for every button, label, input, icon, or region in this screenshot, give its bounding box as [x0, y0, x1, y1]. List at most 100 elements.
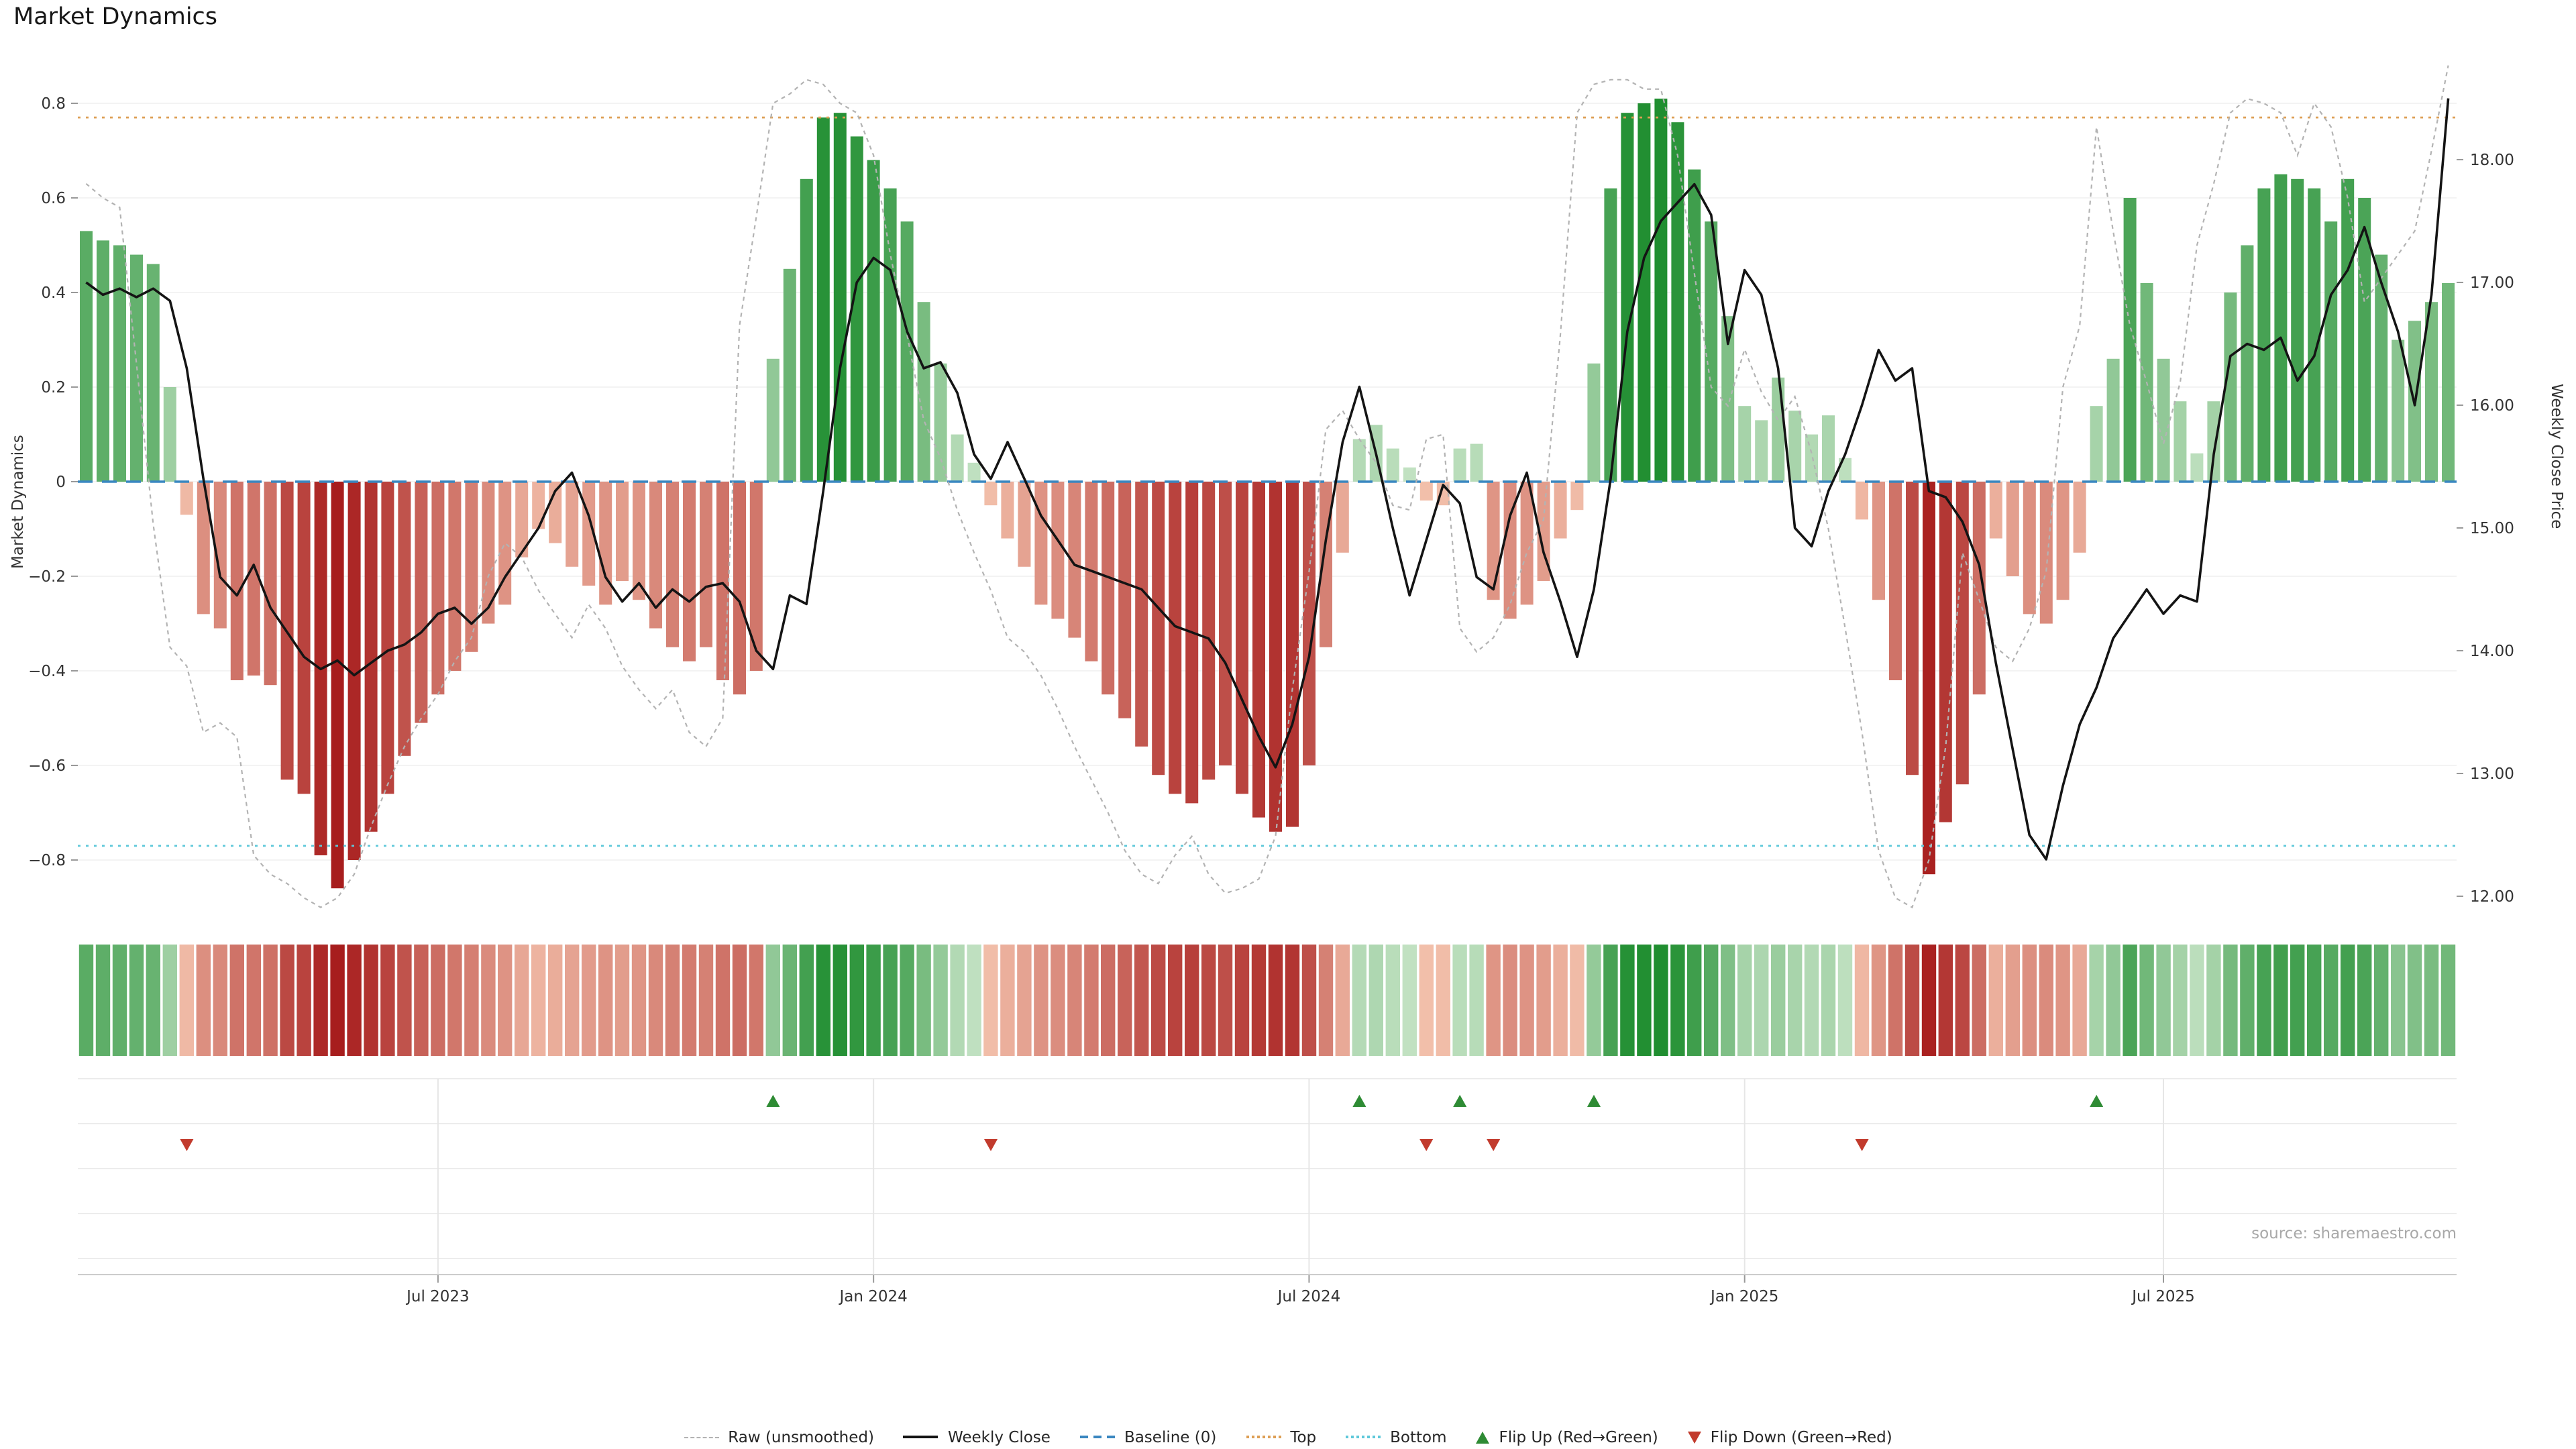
dynamics-bar [364, 482, 378, 832]
dynamics-bar [1102, 482, 1115, 695]
page-title: Market Dynamics [13, 4, 218, 31]
dynamics-bar [1554, 482, 1567, 539]
heatmap-cell [2357, 945, 2372, 1056]
dynamics-bar [398, 482, 411, 756]
heatmap-cell [849, 945, 864, 1056]
heatmap-cell [1704, 945, 1719, 1056]
dynamics-bar [197, 482, 210, 614]
heatmap-cell [1352, 945, 1366, 1056]
heatmap-cell [1084, 945, 1099, 1056]
dynamics-bar [666, 482, 679, 647]
dynamics-bar [1503, 482, 1517, 619]
dynamics-bar [633, 482, 645, 600]
heatmap-cell [2307, 945, 2322, 1056]
heatmap-cell [1972, 945, 1986, 1056]
dynamics-bar [917, 302, 930, 482]
dynamics-bar [2207, 401, 2220, 482]
dynamics-bar [1252, 482, 1265, 818]
dynamics-bar [1772, 377, 1785, 482]
heatmap-cell [565, 945, 580, 1056]
heatmap-cell [883, 945, 898, 1056]
heatmap-cell [916, 945, 931, 1056]
legend-label: Flip Up (Red→Green) [1499, 1428, 1658, 1446]
heatmap-cell [1469, 945, 1484, 1056]
heatmap-cell [2290, 945, 2305, 1056]
legend-item-raw: Raw (unsmoothed) [684, 1428, 874, 1446]
dynamics-bar [1219, 482, 1232, 765]
dynamics-bar [883, 188, 897, 482]
heatmap-cell [665, 945, 680, 1056]
dynamics-bar [900, 221, 914, 482]
flip-down-triangle-icon [1687, 1431, 1701, 1443]
heatmap-cell [1503, 945, 1517, 1056]
heatmap-cell [2123, 945, 2137, 1056]
dynamics-bar [2157, 358, 2170, 482]
dynamics-bar [1487, 482, 1500, 600]
heatmap-cell [481, 945, 496, 1056]
heatmap-cell [582, 945, 596, 1056]
dynamics-bar [766, 358, 780, 482]
dynamics-bar [97, 240, 109, 482]
heatmap-cell [1486, 945, 1501, 1056]
heatmap-cell [866, 945, 881, 1056]
heatmap-cell [78, 945, 94, 1056]
heatmap-cell [162, 945, 177, 1056]
heatmap-cell [983, 945, 998, 1056]
heatmap-cell [816, 945, 830, 1056]
flip-up-marker [766, 1095, 780, 1107]
heatmap-cell [330, 945, 345, 1056]
dynamics-bar [833, 113, 847, 482]
heatmap-cell [2424, 945, 2439, 1056]
dynamics-bar [850, 136, 863, 482]
heatmap-cell [213, 945, 227, 1056]
heatmap-cell [1888, 945, 1903, 1056]
dynamics-bar [951, 434, 964, 482]
dynamics-bar [1989, 482, 2002, 539]
heatmap-cell [950, 945, 965, 1056]
dynamics-bar [2274, 174, 2288, 482]
legend-label: Raw (unsmoothed) [728, 1428, 874, 1446]
left-axis-tick-label: −0.6 [28, 757, 66, 775]
dynamics-bar [2425, 302, 2438, 482]
heatmap-cell [313, 945, 328, 1056]
heatmap-cell [1067, 945, 1082, 1056]
flip-down-marker [180, 1139, 194, 1151]
heatmap-cell [129, 945, 144, 1056]
raw-line-swatch-icon [684, 1436, 719, 1438]
heatmap-cell [967, 945, 981, 1056]
heatmap-cell [1553, 945, 1568, 1056]
heatmap-cell [1754, 945, 1769, 1056]
heatmap-cell [531, 945, 546, 1056]
heatmap-cell [833, 945, 847, 1056]
heatmap-cell [715, 945, 731, 1056]
legend-item-baseline: Baseline (0) [1079, 1428, 1216, 1446]
heatmap-cell [2055, 945, 2070, 1056]
dynamics-bar [984, 482, 998, 506]
dynamics-bar [1419, 482, 1433, 501]
dynamics-bar [1955, 482, 1969, 785]
dynamics-bar [213, 482, 227, 629]
heatmap-cell [1938, 945, 1953, 1056]
flip-up-marker [2090, 1095, 2104, 1107]
right-axis-tick-label: 18.00 [2470, 152, 2514, 169]
heatmap-cell [2407, 945, 2422, 1056]
dynamics-bar [683, 482, 696, 661]
right-axis-tick-label: 15.00 [2470, 520, 2514, 537]
legend-label: Bottom [1390, 1428, 1447, 1446]
heatmap-cell [1251, 945, 1267, 1056]
dynamics-bar [1587, 363, 1601, 482]
weekly-close-line-swatch-icon [903, 1436, 938, 1438]
dynamics-bar [733, 482, 746, 695]
heatmap-cell [347, 945, 362, 1056]
dynamics-bar [1470, 443, 1483, 482]
dynamics-bar [331, 482, 344, 889]
dynamics-bar [2375, 254, 2388, 482]
x-axis-tick-label: Jul 2025 [2131, 1288, 2195, 1305]
heatmap-cell [765, 945, 780, 1056]
dynamics-bar [1403, 467, 1416, 482]
left-axis-tick-label: 0.4 [41, 284, 66, 302]
dynamics-bar [1671, 122, 1684, 482]
dynamics-bar [1705, 221, 1718, 482]
heatmap-cell [1921, 945, 1937, 1056]
heatmap-cell [749, 945, 763, 1056]
